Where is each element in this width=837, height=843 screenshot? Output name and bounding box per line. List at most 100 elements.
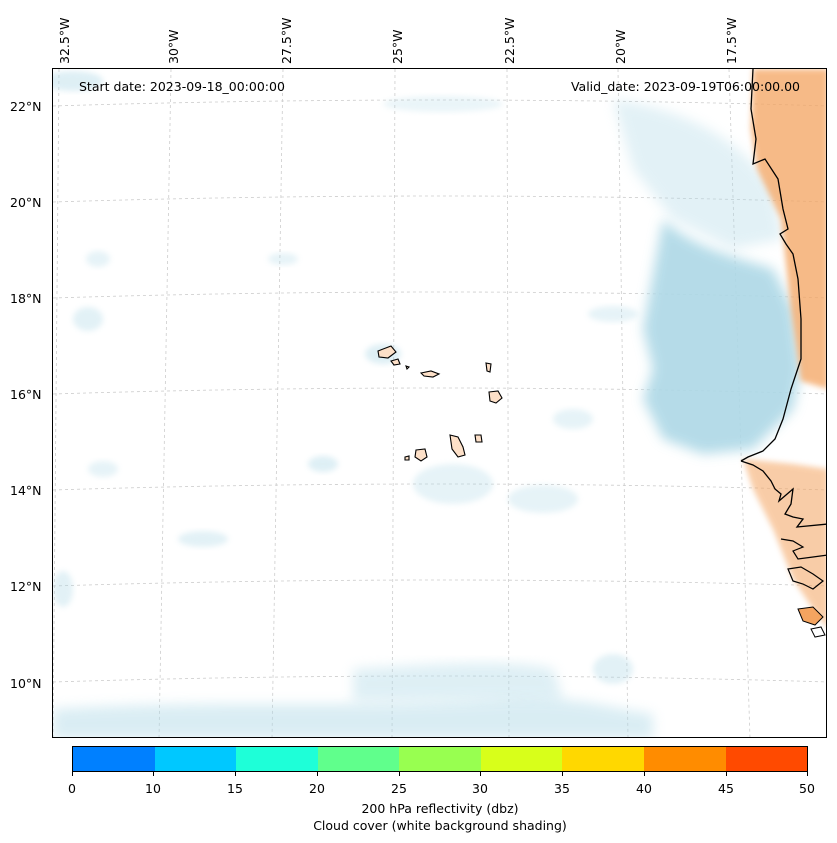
island-santiago bbox=[449, 434, 466, 458]
cloud-patch-6 bbox=[413, 464, 493, 504]
cloud-patch-2 bbox=[383, 96, 503, 112]
colorbar-segment-40-45 bbox=[643, 747, 726, 771]
lon-label-20w: 20°W bbox=[613, 29, 628, 64]
island-sao-vicente bbox=[390, 358, 401, 366]
cloud-band-south bbox=[53, 698, 653, 737]
parallel-12n bbox=[53, 579, 826, 587]
lat-label-20n: 20°N bbox=[10, 195, 42, 210]
colorbar-subtitle: Cloud cover (white background shading) bbox=[313, 818, 567, 833]
lat-label-12n: 12°N bbox=[10, 579, 42, 594]
colorbar-segment-35-40 bbox=[562, 747, 644, 771]
lat-label-16n: 16°N bbox=[10, 387, 42, 402]
meridian-25w bbox=[391, 69, 396, 737]
colorbar-segment-25-30 bbox=[399, 747, 481, 771]
meridian-17.5w bbox=[728, 69, 751, 737]
cloud-patch-3 bbox=[73, 307, 103, 331]
lon-label-17.5w: 17.5°W bbox=[724, 17, 739, 64]
colorbar-tick-35 bbox=[562, 772, 563, 776]
colorbar-segment-0-10 bbox=[73, 747, 155, 771]
colorbar-tick-20 bbox=[317, 772, 318, 776]
colorbar-label-35: 35 bbox=[554, 781, 570, 796]
cloud-patch-5 bbox=[308, 456, 338, 472]
meridian-27.5w bbox=[271, 69, 284, 737]
island-fogo bbox=[414, 448, 428, 462]
cloud-cover-shading bbox=[53, 71, 801, 737]
cloud-patch-8 bbox=[508, 485, 578, 513]
island-boa-vista bbox=[488, 390, 503, 404]
cloud-patch-12 bbox=[268, 253, 298, 265]
island-sal bbox=[485, 362, 492, 373]
colorbar-segment-30-35 bbox=[480, 747, 563, 771]
colorbar-tick-45 bbox=[726, 772, 727, 776]
senegal-land bbox=[743, 459, 826, 627]
west-africa-coast bbox=[740, 69, 826, 638]
lon-label-27.5w: 27.5°W bbox=[279, 17, 294, 64]
island-santa-luzia bbox=[405, 365, 411, 371]
cape-verde-islands bbox=[377, 345, 503, 462]
map-panel: Start date: 2023-09-18_00:00:00 Valid_da… bbox=[52, 68, 827, 738]
meridian-30w bbox=[158, 69, 172, 737]
colorbar-tick-0 bbox=[72, 772, 73, 776]
colorbar-label-40: 40 bbox=[636, 781, 652, 796]
colorbar-label-30: 30 bbox=[472, 781, 488, 796]
lat-label-18n: 18°N bbox=[10, 291, 42, 306]
meridian-22.5w bbox=[506, 69, 510, 737]
coastline-mauritania bbox=[740, 69, 802, 462]
map-canvas bbox=[53, 69, 826, 737]
colorbar-tick-15 bbox=[235, 772, 236, 776]
colorbar-tick-25 bbox=[399, 772, 400, 776]
island-sao-nicolau bbox=[419, 370, 441, 378]
cloud-patch-7 bbox=[178, 531, 228, 547]
island-santo-antao bbox=[377, 345, 397, 359]
colorbar-label-45: 45 bbox=[718, 781, 734, 796]
island-brava bbox=[404, 455, 410, 461]
colorbar-segment-10-15 bbox=[154, 747, 237, 771]
parallel-10n bbox=[53, 675, 826, 683]
colorbar-tick-50 bbox=[807, 772, 808, 776]
bijagos-islands bbox=[797, 606, 824, 626]
cloud-patch-15 bbox=[553, 409, 593, 429]
colorbar-tick-10 bbox=[153, 772, 154, 776]
parallel-20n bbox=[53, 195, 826, 203]
meridian-20w bbox=[617, 69, 629, 737]
cloud-patch-10 bbox=[53, 571, 73, 607]
colorbar-title: 200 hPa reflectivity (dbz) bbox=[361, 801, 519, 816]
coastline-guinea-bissau bbox=[787, 566, 825, 590]
colorbar-label-20: 20 bbox=[309, 781, 325, 796]
coastline-senegal bbox=[740, 460, 826, 528]
island-maio bbox=[474, 434, 483, 443]
reflectivity-colorbar bbox=[72, 746, 808, 772]
colorbar-label-0: 0 bbox=[68, 781, 76, 796]
graticule bbox=[53, 69, 826, 737]
lat-label-10n: 10°N bbox=[10, 676, 42, 691]
cloud-patch-1 bbox=[53, 71, 103, 91]
lat-label-14n: 14°N bbox=[10, 483, 42, 498]
parallel-22n bbox=[53, 99, 826, 107]
cloud-band-south-2 bbox=[353, 663, 563, 701]
parallel-18n bbox=[53, 291, 826, 299]
meridian-32.5w bbox=[53, 69, 60, 737]
cloud-mass-east bbox=[643, 219, 801, 454]
parallel-14n bbox=[53, 483, 826, 491]
cloud-mass-northeast bbox=[613, 99, 783, 249]
parallel-16n bbox=[53, 387, 826, 395]
start-date-label: Start date: 2023-09-18_00:00:00 bbox=[79, 79, 285, 94]
lon-label-30w: 30°W bbox=[166, 29, 181, 64]
colorbar-label-50: 50 bbox=[799, 781, 815, 796]
colorbar-segment-15-20 bbox=[236, 747, 318, 771]
lon-label-25w: 25°W bbox=[390, 29, 405, 64]
cloud-patch-9 bbox=[593, 654, 633, 684]
valid-date-label: Valid_date: 2023-09-19T06:00:00.00 bbox=[570, 79, 800, 94]
lon-label-32.5w: 32.5°W bbox=[57, 17, 72, 64]
colorbar-label-15: 15 bbox=[227, 781, 243, 796]
colorbar-segment-45-50 bbox=[725, 747, 808, 771]
cloud-patch-11 bbox=[86, 251, 110, 267]
cloud-patch-13 bbox=[588, 306, 638, 322]
colorbar-label-25: 25 bbox=[391, 781, 407, 796]
colorbar-segment-20-25 bbox=[317, 747, 400, 771]
bijagos-islands-2 bbox=[810, 626, 826, 638]
colorbar-label-10: 10 bbox=[145, 781, 161, 796]
lat-label-22n: 22°N bbox=[10, 99, 42, 114]
cloud-patch-14 bbox=[88, 461, 118, 477]
colorbar-tick-30 bbox=[480, 772, 481, 776]
